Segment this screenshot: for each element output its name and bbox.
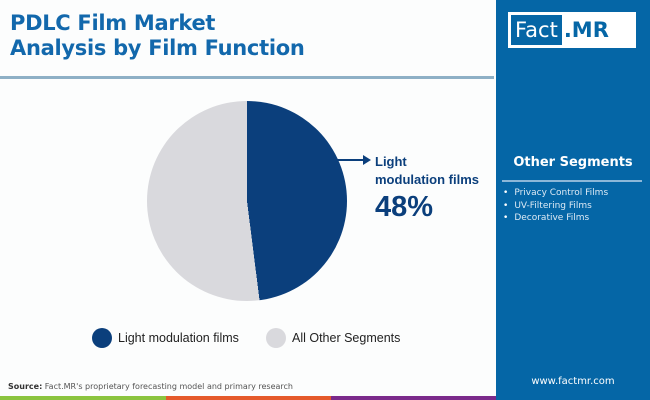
website-link[interactable]: www.factmr.com [531, 376, 615, 387]
other-segments-title: Other Segments [513, 155, 633, 170]
callout-value: 48% [375, 191, 434, 223]
arrow-right-icon [363, 155, 371, 165]
title-line-1: PDLC Film Market [10, 11, 216, 35]
pie-chart [147, 101, 347, 301]
other-segments-divider [502, 180, 642, 182]
legend-item-other-segments: All Other Segments [266, 328, 400, 348]
title-line-2: Analysis by Film Function [10, 36, 305, 60]
callout-label: Light modulation films [375, 154, 479, 187]
footer-bar-purple [331, 396, 496, 400]
factmr-logo: Fact .MR [508, 12, 636, 48]
logo-mr-text: .MR [563, 18, 609, 42]
callout-line [337, 159, 365, 161]
other-segment-item: UV-Filtering Films [503, 200, 608, 213]
chart-title: PDLC Film Market Analysis by Film Functi… [10, 11, 305, 61]
other-segment-item: Privacy Control Films [503, 187, 608, 200]
footer-bar-orange [166, 396, 331, 400]
logo-fact-text: Fact [511, 15, 562, 45]
title-divider [0, 76, 494, 79]
legend-item-light-modulation: Light modulation films [92, 328, 239, 348]
source-note: Source: Fact.MR's proprietary forecastin… [8, 382, 294, 391]
other-segment-item: Decorative Films [503, 212, 608, 225]
legend-swatch-icon [266, 328, 286, 348]
footer-bar-green [0, 396, 166, 400]
footer-bar-blue [496, 396, 650, 400]
other-segments-list: Privacy Control Films UV-Filtering Films… [503, 187, 608, 225]
legend-swatch-icon [92, 328, 112, 348]
